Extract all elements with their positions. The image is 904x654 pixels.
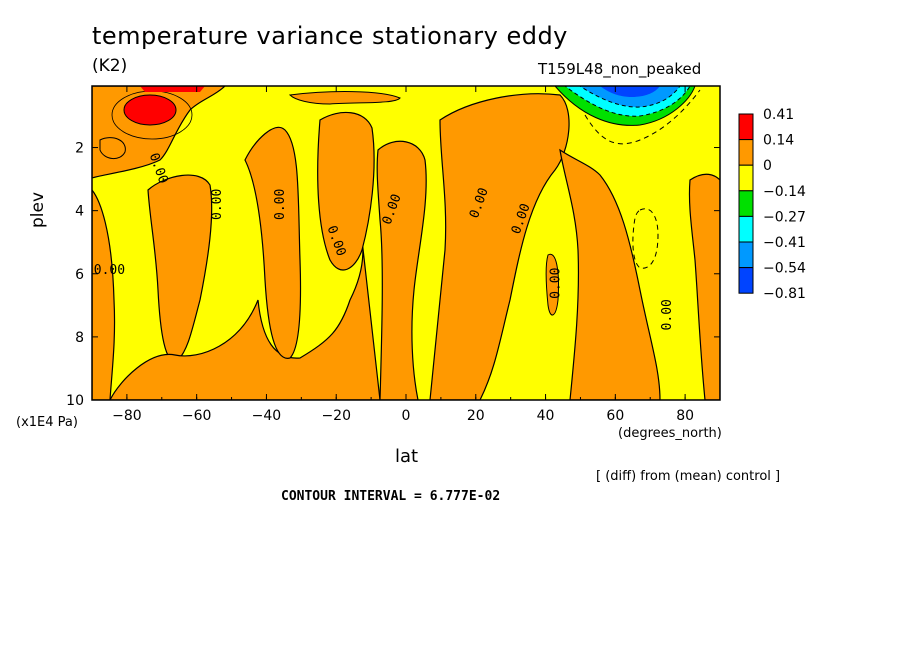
orange-region-20s-column	[317, 111, 375, 271]
colorbar-label: −0.27	[763, 209, 806, 225]
contour-label: 0.00	[660, 299, 675, 330]
contour-interval: CONTOUR INTERVAL = 6.777E-02	[281, 489, 501, 504]
colorbar-swatch	[738, 190, 754, 217]
x-tick-label: 0	[402, 408, 411, 424]
colorbar-label: 0.41	[763, 107, 794, 123]
orange-region-polar-edge	[688, 173, 720, 400]
contour-label: 0.00	[273, 189, 288, 220]
contour-label: 0.00	[210, 189, 225, 220]
x-tick-label: −60	[182, 408, 212, 424]
x-axis-label: lat	[395, 446, 419, 467]
colorbar-swatch	[738, 113, 754, 141]
x-tick-label: −80	[112, 408, 142, 424]
x-axis-ticks: −80 −60 −40 −20 0 20 40 60 80	[91, 86, 721, 424]
orange-region-eq-column	[376, 140, 427, 400]
orange-region-nh-mid	[429, 93, 570, 400]
y-tick-label: 2	[75, 141, 84, 157]
colorbar-label: 0.14	[763, 133, 794, 149]
x-tick-label: 60	[606, 408, 624, 424]
colorbar-label: −0.54	[763, 261, 806, 277]
diff-note: [ (diff) from (mean) control ]	[596, 469, 781, 484]
x-tick-label: 20	[467, 408, 485, 424]
orange-region-nh-right	[559, 148, 661, 400]
orange-region-sh-edge	[92, 189, 116, 400]
red-maximum	[123, 94, 177, 126]
y-tick-label: 4	[75, 204, 84, 220]
orange-region-bottom-band	[109, 239, 381, 400]
colorbar-swatch	[738, 139, 754, 166]
y-tick-label: 10	[66, 393, 84, 409]
x-tick-label: 40	[537, 408, 555, 424]
colorbar-label: −0.41	[763, 235, 806, 251]
x-tick-label: −40	[252, 408, 282, 424]
colorbar-label: 0	[763, 158, 772, 174]
orange-blob-2	[545, 253, 559, 316]
colorbar-label: −0.14	[763, 184, 806, 200]
x-tick-label: 80	[676, 408, 694, 424]
y-axis-units: (x1E4 Pa)	[16, 415, 78, 430]
filled-contours	[92, 86, 720, 400]
colorbar-swatch	[738, 241, 754, 269]
contour-label: 0.00	[549, 268, 564, 299]
dashed-contour-2	[632, 208, 659, 269]
dashed-contour-1	[584, 89, 701, 145]
x-tick-label: −20	[321, 408, 351, 424]
contour-label: 0.00	[94, 263, 125, 278]
chart-units: (K2)	[92, 56, 128, 76]
colorbar-swatch	[738, 215, 754, 243]
red-top-strip	[140, 86, 205, 92]
colorbar-label: −0.81	[763, 286, 806, 302]
colorbar-swatch	[738, 164, 754, 192]
orange-region-sh-column	[147, 174, 213, 362]
colorbar-swatch	[738, 267, 754, 294]
y-tick-label: 8	[75, 330, 84, 346]
orange-blob-1	[99, 137, 126, 159]
orange-region-40s-column	[244, 126, 302, 359]
colorbar: 0.41 0.14 0 −0.14 −0.27 −0.41 −0.54 −0.81	[738, 107, 806, 302]
y-tick-label: 6	[75, 267, 84, 283]
run-label: T159L48_non_peaked	[538, 60, 702, 78]
x-axis-units: (degrees_north)	[618, 426, 722, 441]
chart-title: temperature variance stationary eddy	[92, 22, 568, 50]
orange-blob-3	[288, 91, 401, 105]
y-axis-ticks: 2 4 6 8 10	[66, 141, 720, 409]
